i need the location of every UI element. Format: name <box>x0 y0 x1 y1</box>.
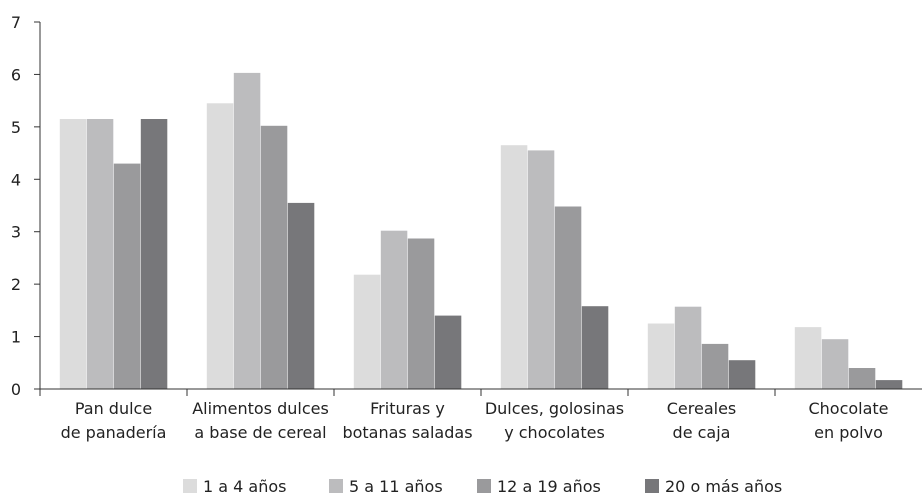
bar <box>434 315 462 389</box>
axes-group <box>34 21 922 396</box>
y-tick-label: 3 <box>11 223 21 242</box>
legend-swatch <box>645 479 659 493</box>
category-label: Pan dulce de panadería <box>61 399 167 442</box>
y-tick-label: 0 <box>11 380 21 399</box>
legend-label: 12 a 19 años <box>497 477 601 496</box>
y-tick-label: 4 <box>11 170 21 189</box>
bar <box>500 145 528 389</box>
y-tick-labels: 0 1 2 3 4 5 6 7 <box>11 13 21 399</box>
bar <box>260 125 288 390</box>
y-tick-label: 5 <box>11 118 21 137</box>
legend-label: 20 o más años <box>665 477 782 496</box>
bar <box>701 343 729 389</box>
legend-swatch <box>183 479 197 493</box>
bar <box>113 163 141 389</box>
category-label: Alimentos dulces a base de cereal <box>192 399 329 442</box>
y-tick-label: 2 <box>11 275 21 294</box>
bar <box>674 306 702 389</box>
bars-group <box>59 72 903 390</box>
legend-label: 5 a 11 años <box>349 477 443 496</box>
bar <box>206 103 234 390</box>
bar <box>287 202 315 389</box>
bar <box>233 72 261 390</box>
category-label: Dulces, golosinas y chocolates <box>485 399 624 442</box>
bar <box>821 339 849 389</box>
bar <box>86 119 114 389</box>
category-labels: Pan dulce de panadería Alimentos dulces a b… <box>61 399 889 442</box>
legend: 1 a 4 años 5 a 11 años 12 a 19 años 20 o má… <box>183 477 782 496</box>
bar <box>647 323 675 389</box>
bar <box>380 230 408 389</box>
category-label: Cereales de caja <box>667 399 737 442</box>
bar <box>527 150 555 389</box>
bar <box>875 380 903 389</box>
legend-swatch <box>477 479 491 493</box>
y-tick-label: 6 <box>11 65 21 84</box>
category-label: Frituras y botanas saladas <box>342 399 472 442</box>
category-label: Chocolate en polvo <box>808 399 888 442</box>
bar <box>728 360 756 389</box>
bar <box>407 238 435 389</box>
legend-swatch <box>329 479 343 493</box>
y-tick-label: 7 <box>11 13 21 32</box>
y-tick-label: 1 <box>11 328 21 347</box>
bar <box>59 119 87 389</box>
bar <box>554 206 582 389</box>
bar <box>794 327 822 389</box>
bar <box>353 274 381 389</box>
bar <box>140 119 168 389</box>
legend-label: 1 a 4 años <box>203 477 287 496</box>
bar <box>581 306 609 389</box>
bar <box>848 368 876 389</box>
